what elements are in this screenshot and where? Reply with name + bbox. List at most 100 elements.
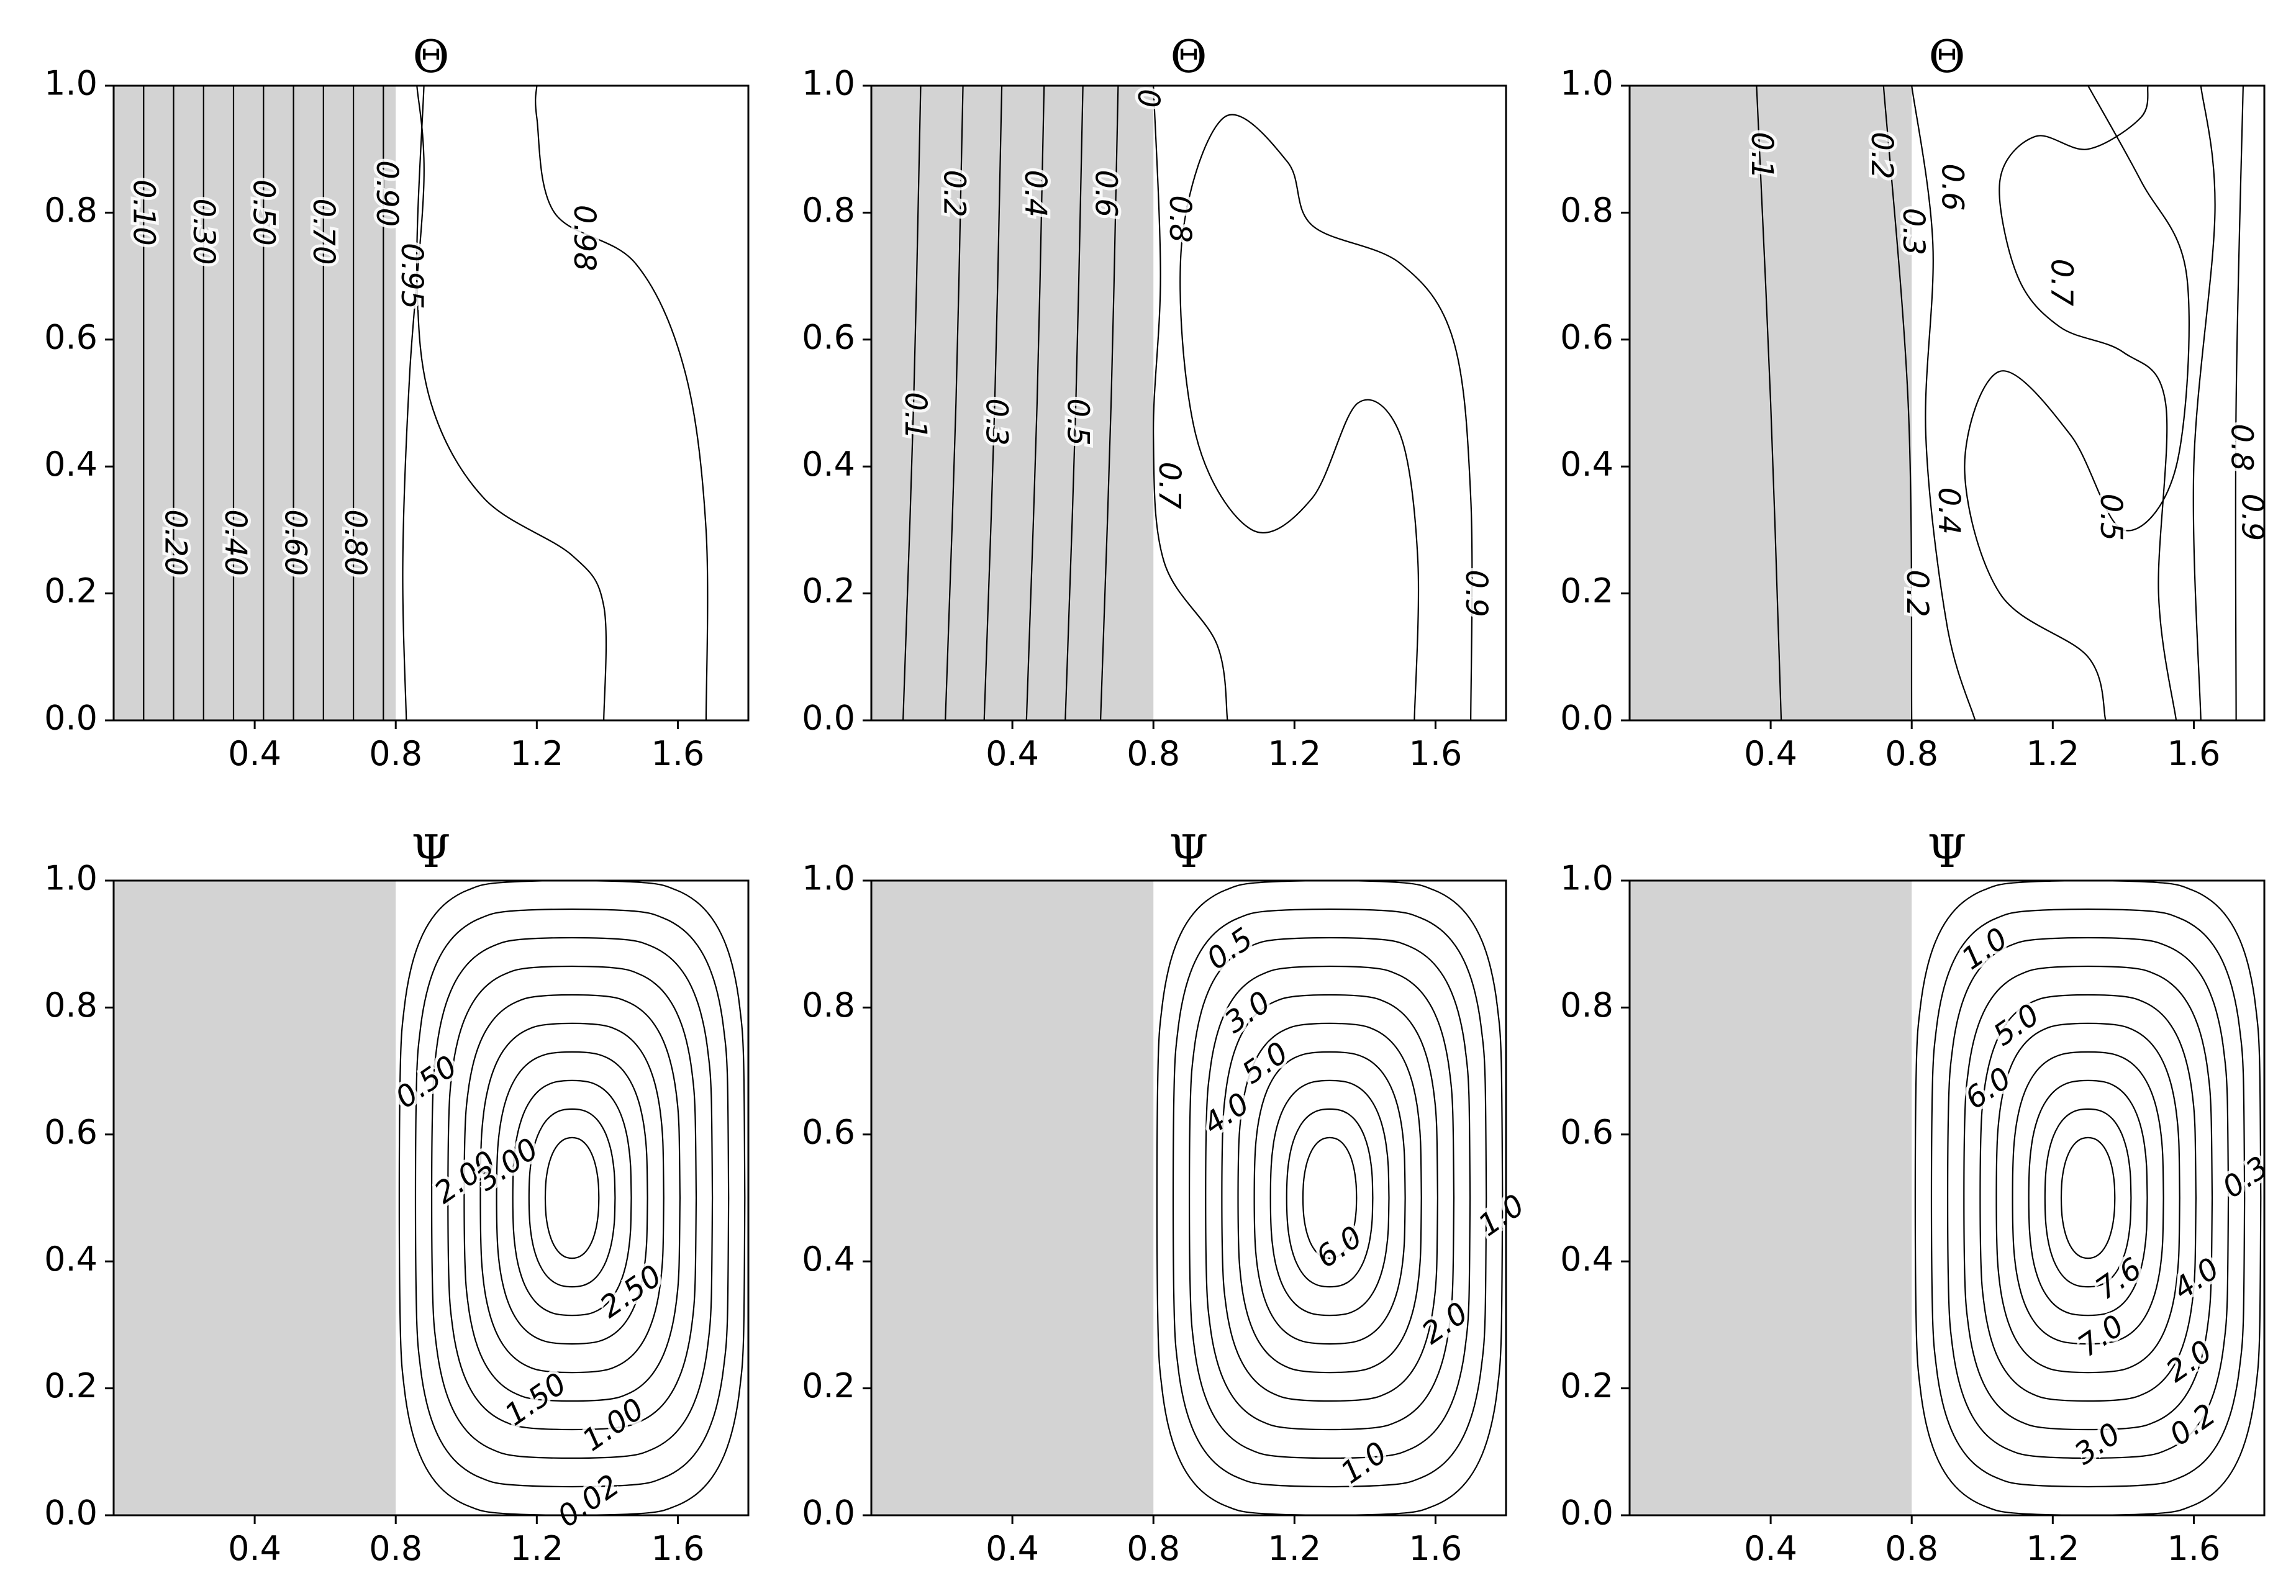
contour-label: 1.00 bbox=[576, 1392, 651, 1458]
contour-label: 3.0 bbox=[2068, 1416, 2127, 1472]
y-tick-label: 1.0 bbox=[802, 64, 855, 103]
contour-line bbox=[1237, 1022, 1422, 1374]
contour-label: 0.1 bbox=[898, 392, 933, 439]
contour-label: 0.5 bbox=[1060, 398, 1095, 445]
x-tick-label: 1.2 bbox=[2026, 734, 2079, 773]
contour-label: 0.98 bbox=[567, 205, 602, 271]
x-tick-label: 1.6 bbox=[1409, 1529, 1462, 1568]
y-tick-label: 0.8 bbox=[1560, 191, 1613, 230]
contour-line bbox=[1221, 994, 1438, 1402]
contour-label: 0.95 bbox=[394, 243, 429, 309]
contour-label: 1.0 bbox=[1472, 1187, 1531, 1243]
y-tick-label: 0.4 bbox=[802, 445, 855, 484]
x-tick-label: 0.4 bbox=[1744, 734, 1797, 773]
contour-label: 1.0 bbox=[1335, 1435, 1394, 1491]
contour-label: 0.3 bbox=[1896, 208, 1931, 255]
y-tick-label: 0.0 bbox=[802, 699, 855, 738]
panel-2: 0.1 0.2 0.3 0.4 0.5 0.6 0 0.8 0.7 0.9 0.4 0.8 1.2 1.6… bbox=[802, 30, 1507, 773]
contour-lines bbox=[1756, 86, 2244, 720]
contour-line bbox=[1882, 86, 1913, 720]
x-tick-label: 0.8 bbox=[369, 734, 422, 773]
contour-line bbox=[398, 881, 746, 1515]
axes-frame bbox=[112, 84, 750, 722]
contour-line bbox=[1302, 1136, 1358, 1259]
axes-frame bbox=[1628, 879, 2266, 1517]
y-tick-label: 0.2 bbox=[1560, 1366, 1613, 1405]
contour-label: 7.6 bbox=[2089, 1251, 2148, 1307]
contour-label: 2.0 bbox=[2160, 1333, 2219, 1389]
contour-line bbox=[416, 86, 607, 720]
y-tick-label: 1.0 bbox=[44, 64, 98, 103]
x-tick-label: 0.4 bbox=[986, 1529, 1039, 1568]
contour-line bbox=[945, 86, 964, 720]
contour-lines bbox=[902, 86, 1473, 720]
axes-frame bbox=[112, 879, 750, 1517]
contour-line bbox=[1064, 86, 1084, 720]
contour-line bbox=[1156, 881, 1504, 1515]
contour-label: 1.50 bbox=[499, 1366, 573, 1433]
contour-line bbox=[512, 1079, 632, 1317]
contour-label: 0.60 bbox=[278, 509, 313, 576]
contour-line bbox=[2235, 86, 2244, 720]
contour-line bbox=[1269, 1079, 1390, 1317]
contour-label: 0.3 bbox=[2217, 1149, 2276, 1205]
y-tick-label: 0.6 bbox=[802, 1112, 855, 1151]
contour-label: 0.7 bbox=[2044, 259, 2079, 307]
x-tick-label: 1.2 bbox=[510, 1529, 563, 1568]
y-tick-label: 0.0 bbox=[1560, 699, 1613, 738]
y-tick-label: 0.4 bbox=[802, 1240, 855, 1279]
contour-label: 0.10 bbox=[126, 179, 161, 246]
contour-label: 0.8 bbox=[1163, 195, 1197, 242]
contour-label: 0.20 bbox=[158, 509, 193, 576]
contour-line bbox=[1963, 965, 2213, 1431]
x-tick-label: 0.4 bbox=[986, 734, 1039, 773]
contour-line bbox=[1179, 114, 1473, 720]
x-tick-label: 1.2 bbox=[510, 734, 563, 773]
x-tick-label: 0.8 bbox=[1127, 1529, 1180, 1568]
y-tick-label: 0.0 bbox=[1560, 1494, 1613, 1533]
contour-line bbox=[544, 1136, 600, 1259]
x-tick-label: 0.8 bbox=[1885, 734, 1938, 773]
y-tick-label: 1.0 bbox=[802, 859, 855, 898]
contour-line bbox=[1100, 86, 1119, 720]
y-tick-label: 1.0 bbox=[1560, 64, 1613, 103]
contour-line bbox=[1979, 994, 2197, 1402]
solid-region bbox=[1630, 881, 1912, 1515]
contour-line bbox=[1286, 1108, 1374, 1288]
x-tick-label: 0.4 bbox=[228, 734, 281, 773]
contour-label: 0.2 bbox=[2163, 1397, 2222, 1453]
x-tick-label: 1.6 bbox=[2167, 734, 2220, 773]
contour-line bbox=[2028, 1079, 2148, 1317]
y-tick-label: 0.4 bbox=[1560, 445, 1613, 484]
contour-line bbox=[1188, 936, 1471, 1459]
y-tick-label: 0.8 bbox=[44, 986, 98, 1025]
contour-label: 0.50 bbox=[246, 179, 281, 246]
x-tick-label: 0.4 bbox=[1744, 1529, 1797, 1568]
y-tick-label: 1.0 bbox=[44, 859, 98, 898]
panel-title: Ψ bbox=[1927, 825, 1966, 877]
x-tick-label: 0.8 bbox=[369, 1529, 422, 1568]
contour-label: 0.4 bbox=[1931, 487, 1966, 535]
contour-line bbox=[414, 908, 730, 1488]
contour-line bbox=[1946, 936, 2230, 1459]
x-tick-label: 1.6 bbox=[1409, 734, 1462, 773]
panel-4: 0.502.003.002.501.50 1.000.020.4 0.8 1.2 1.6… bbox=[44, 825, 750, 1568]
contour-lines bbox=[398, 881, 746, 1515]
solid-region bbox=[871, 881, 1154, 1515]
contour-label: 0.9 bbox=[1459, 569, 1494, 617]
axes-frame bbox=[870, 84, 1507, 722]
panel-title: Ψ bbox=[411, 825, 450, 877]
y-tick-label: 0.6 bbox=[44, 317, 98, 356]
contour-label: 4.0 bbox=[2167, 1251, 2226, 1307]
contour-line bbox=[447, 965, 697, 1431]
panel-5: 0.53.05.04.06.02.01.01.00.4 0.8 1.2 1.60.00… bbox=[802, 825, 1534, 1568]
x-tick-label: 1.2 bbox=[2026, 1529, 2079, 1568]
contour-label: 7.0 bbox=[2072, 1308, 2131, 1364]
contour-line bbox=[1914, 881, 2262, 1515]
y-tick-label: 0.8 bbox=[802, 986, 855, 1025]
y-tick-label: 0.2 bbox=[44, 571, 98, 610]
contour-label: 0.2 bbox=[1864, 132, 1899, 179]
panel-title: Ψ bbox=[1169, 825, 1208, 877]
contour-label: 0.90 bbox=[370, 160, 404, 227]
